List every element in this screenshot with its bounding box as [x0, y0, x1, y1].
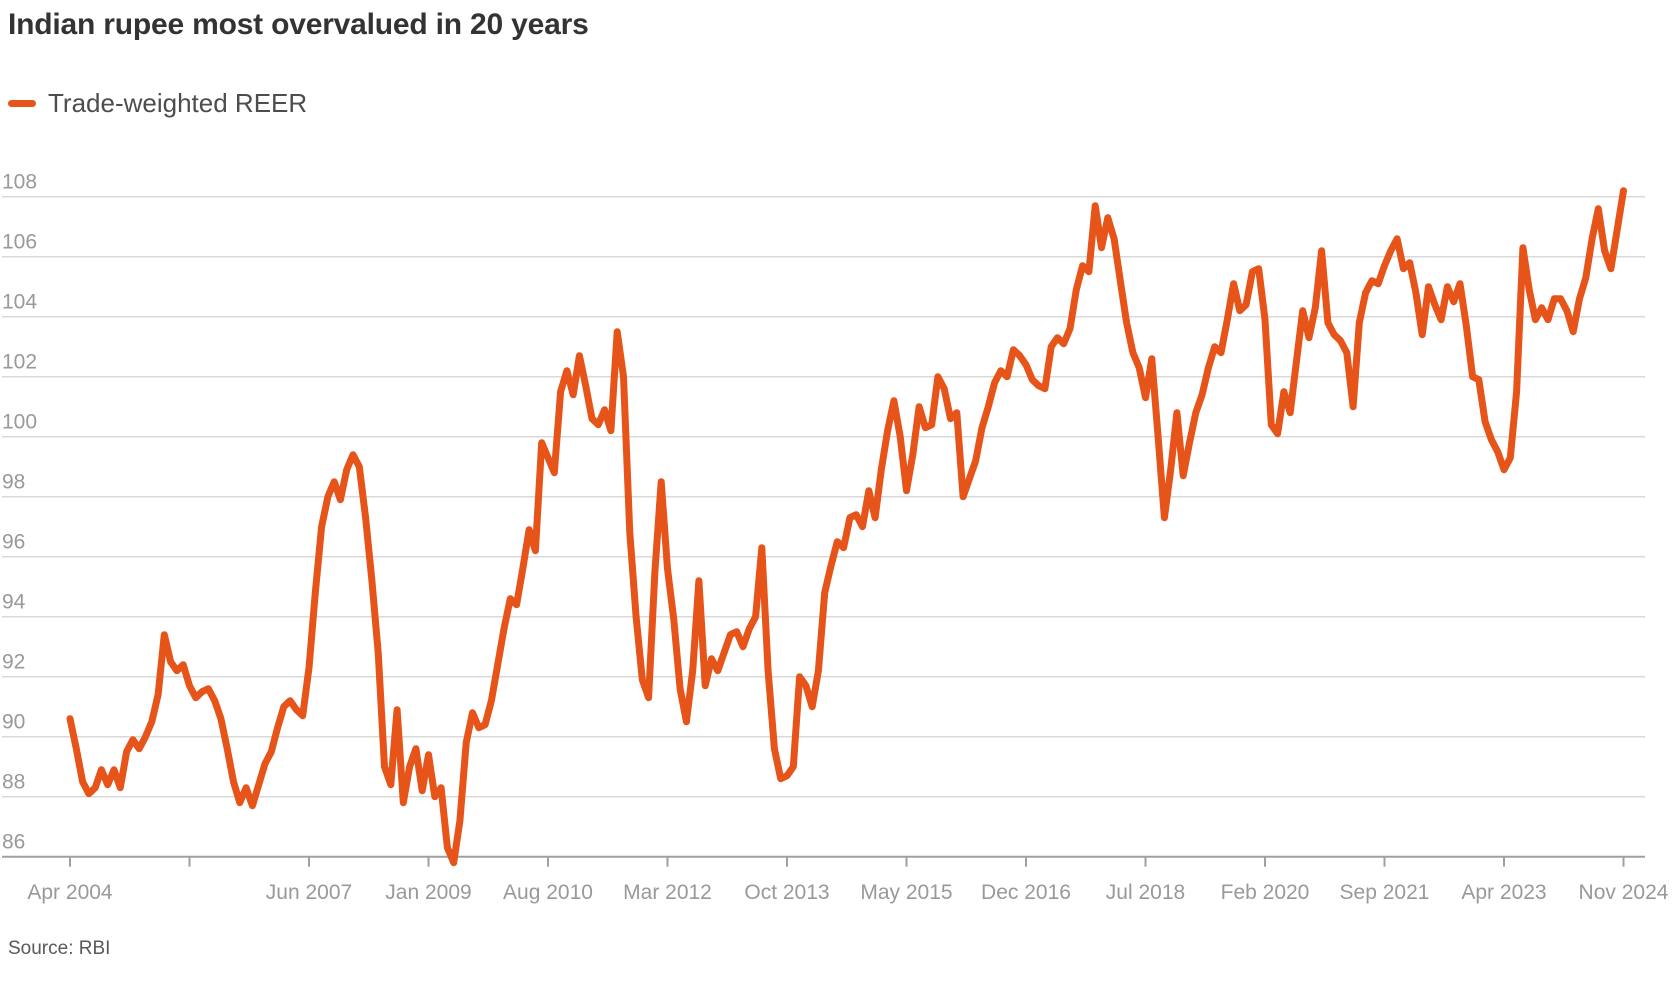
y-axis-label-104: 104: [2, 291, 37, 314]
x-axis-label-feb-2020: Feb 2020: [1221, 881, 1310, 904]
y-axis-label-96: 96: [2, 531, 25, 554]
y-axis-label-92: 92: [2, 651, 25, 674]
x-axis-label-jun-2007: Jun 2007: [266, 881, 352, 904]
legend: Trade-weighted REER: [8, 88, 307, 119]
x-axis-label-apr-2023: Apr 2023: [1461, 881, 1546, 904]
x-axis-label-apr-2004: Apr 2004: [27, 881, 113, 904]
x-axis-label-sep-2021: Sep 2021: [1340, 881, 1430, 904]
y-axis-label-98: 98: [2, 471, 25, 494]
x-axis-label-nov-2024: Nov 2024: [1579, 881, 1669, 904]
y-axis-label-108: 108: [2, 171, 37, 194]
x-axis-label-may-2015: May 2015: [860, 881, 952, 904]
source-note: Source: RBI: [8, 938, 111, 959]
x-axis-label-jul-2018: Jul 2018: [1106, 881, 1185, 904]
legend-label: Trade-weighted REER: [48, 88, 308, 118]
x-axis-label-dec-2016: Dec 2016: [981, 881, 1071, 904]
y-axis-label-88: 88: [2, 771, 25, 794]
y-axis-label-86: 86: [2, 831, 25, 854]
x-axis-label-oct-2013: Oct 2013: [744, 881, 829, 904]
y-axis-label-106: 106: [2, 231, 37, 254]
x-axis-label-mar-2012: Mar 2012: [623, 881, 712, 904]
y-axis-label-94: 94: [2, 591, 26, 614]
reer-line: [66, 187, 1627, 867]
x-axis-label-jan-2009: Jan 2009: [385, 881, 471, 904]
page-title: Indian rupee most overvalued in 20 years: [8, 8, 589, 41]
x-axis-label-aug-2010: Aug 2010: [503, 881, 593, 904]
y-axis-label-100: 100: [2, 411, 37, 434]
legend-swatch-icon: [8, 100, 36, 107]
y-axis-label-90: 90: [2, 711, 25, 734]
y-axis-label-102: 102: [2, 351, 37, 374]
